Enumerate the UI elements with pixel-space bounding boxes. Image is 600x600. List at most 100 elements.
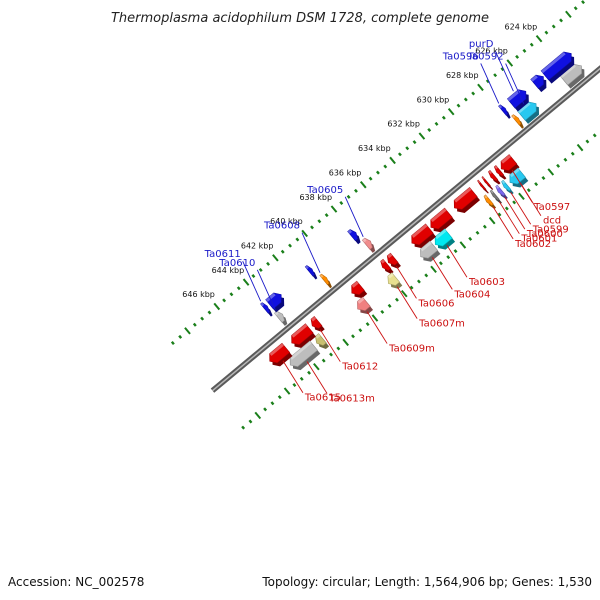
gene-label[interactable]: Ta0600	[526, 229, 563, 240]
gene-arrow[interactable]	[540, 51, 575, 84]
gene-label[interactable]: Ta0605	[306, 185, 343, 196]
gene-arrow-face	[260, 302, 271, 314]
gene-arrow-highlight	[484, 194, 488, 199]
genome-summary-text: Topology: circular; Length: 1,564,906 bp…	[261, 575, 592, 589]
gene-arrow[interactable]	[351, 280, 368, 299]
outer-tick	[301, 229, 309, 238]
gene-label[interactable]: Ta0613m	[328, 393, 375, 404]
gene-arrow[interactable]	[289, 340, 321, 371]
inner-tick	[387, 303, 392, 308]
gene-arrow[interactable]	[453, 187, 481, 213]
gene-label-leader	[446, 244, 468, 278]
gene-arrow[interactable]	[530, 74, 547, 93]
gene-label[interactable]: Ta0609m	[388, 344, 435, 355]
gene-arrow[interactable]	[493, 165, 507, 180]
outer-tick	[471, 91, 476, 96]
gene-arrow[interactable]	[489, 189, 502, 204]
gene-arrow[interactable]	[501, 179, 514, 195]
inner-tick	[400, 289, 408, 298]
gene-arrow[interactable]	[559, 63, 585, 89]
outer-tick	[317, 219, 322, 224]
outer-tick	[272, 254, 279, 262]
gene-arrow-face	[495, 184, 506, 197]
gene-label[interactable]: Ta0607m	[418, 319, 465, 330]
gene-arrow[interactable]	[387, 272, 403, 289]
gene-label[interactable]: Ta0606	[417, 298, 454, 309]
gene-arrow-face	[411, 223, 434, 246]
gene-arrow[interactable]	[291, 323, 316, 349]
inner-tick	[504, 206, 509, 211]
outer-tick	[551, 24, 556, 29]
gene-arrow[interactable]	[361, 237, 376, 253]
gene-arrow[interactable]	[380, 258, 394, 275]
scale-tick-label: 628 kbp	[446, 71, 479, 80]
inner-tick	[321, 358, 326, 363]
gene-label-leader	[306, 361, 328, 394]
gene-label[interactable]: Ta0602	[514, 239, 551, 250]
scale-tick-label: 626 kbp	[475, 47, 508, 56]
gene-arrow[interactable]	[315, 333, 330, 350]
gene-arrow[interactable]	[488, 169, 501, 185]
gene-arrow[interactable]	[357, 296, 374, 315]
gene-label[interactable]: Ta0604	[453, 289, 490, 300]
gene-arrow[interactable]	[483, 194, 497, 209]
gene-arrow-face	[269, 342, 291, 364]
gene-arrow-face	[357, 296, 371, 311]
gene-arrow[interactable]	[420, 240, 441, 262]
gene-label[interactable]: Ta0615	[304, 393, 341, 404]
gene-label[interactable]: Ta0608	[263, 221, 300, 232]
inner-tick	[248, 419, 253, 424]
gene-arrow[interactable]	[411, 223, 437, 249]
gene-arrow-highlight	[507, 89, 521, 102]
inner-tick	[299, 376, 304, 381]
gene-arrow[interactable]	[319, 273, 332, 289]
gene-label[interactable]: Ta0603	[468, 277, 505, 288]
gene-label[interactable]: Ta0597	[533, 202, 570, 213]
outer-tick	[242, 278, 250, 286]
gene-arrow[interactable]	[260, 302, 273, 317]
gene-label[interactable]: Ta0596	[442, 51, 479, 62]
inner-tick	[283, 387, 291, 395]
map-title: Thermoplasma acidophilum DSM 1728, compl…	[111, 11, 489, 26]
gene-label[interactable]: Ta0611	[204, 249, 241, 260]
gene-arrow-highlight	[347, 229, 353, 234]
gene-arrow-face	[387, 272, 400, 286]
gene-arrow[interactable]	[498, 104, 511, 119]
gene-arrow-highlight	[501, 180, 506, 184]
inner-tick	[351, 334, 355, 339]
gene-arrow-highlight	[362, 238, 367, 243]
gene-label[interactable]: Ta0612	[341, 362, 378, 373]
outer-tick	[434, 121, 439, 126]
gene-arrow[interactable]	[495, 184, 508, 200]
gene-arrow[interactable]	[434, 228, 456, 250]
gene-arrow[interactable]	[481, 176, 494, 190]
gene-label[interactable]: Ta0592	[467, 52, 504, 63]
gene-label[interactable]: Ta0610	[218, 258, 255, 269]
outer-tick	[251, 274, 256, 279]
gene-arrow[interactable]	[304, 265, 318, 280]
gene-label[interactable]: purD	[469, 39, 494, 50]
inner-tick	[329, 352, 333, 357]
outer-tick	[354, 188, 358, 193]
gene-arrow[interactable]	[430, 207, 456, 233]
gene-label[interactable]: Ta0601	[520, 234, 557, 245]
outer-tick	[207, 310, 212, 315]
gene-label[interactable]: dcd	[543, 216, 561, 227]
gene-arrow[interactable]	[477, 179, 489, 194]
outer-tick	[295, 237, 300, 242]
gene-arrow[interactable]	[386, 252, 401, 269]
gene-arrow-face	[361, 237, 373, 250]
inner-tick	[526, 188, 531, 193]
inner-tick	[292, 382, 297, 387]
gene-arrow[interactable]	[506, 89, 529, 112]
gene-label[interactable]: Ta0599	[532, 224, 569, 235]
gene-arrow[interactable]	[269, 342, 293, 367]
gene-arrow[interactable]	[511, 114, 524, 129]
gene-arrow-face	[511, 114, 522, 126]
outer-tick	[535, 34, 543, 43]
gene-arrow[interactable]	[347, 229, 361, 245]
gene-arrow-highlight	[319, 274, 324, 278]
gene-arrow-highlight	[265, 292, 276, 302]
gene-arrow[interactable]	[310, 316, 325, 332]
outer-tick	[573, 6, 578, 11]
